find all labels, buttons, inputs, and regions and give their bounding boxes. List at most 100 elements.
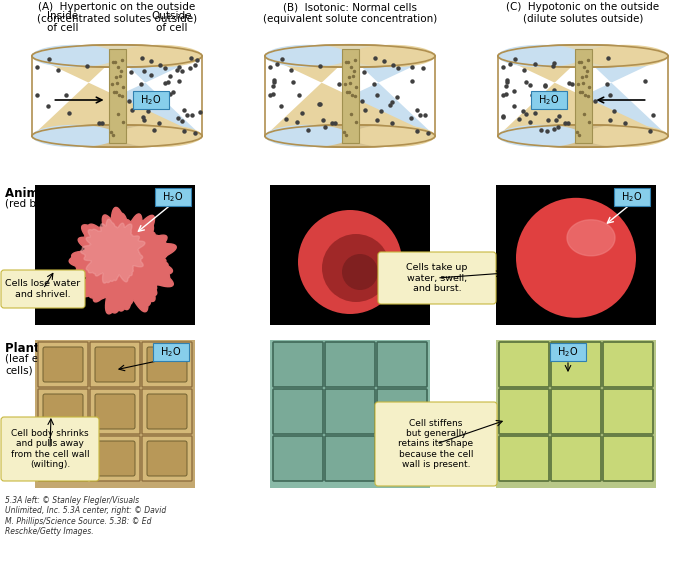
FancyBboxPatch shape	[499, 389, 549, 434]
Text: H$_2$O: H$_2$O	[162, 190, 183, 204]
FancyBboxPatch shape	[153, 343, 189, 361]
Text: H$_2$O: H$_2$O	[160, 345, 181, 359]
Polygon shape	[80, 219, 145, 283]
FancyBboxPatch shape	[38, 436, 88, 481]
Text: Plant cell: Plant cell	[5, 342, 66, 355]
FancyBboxPatch shape	[378, 252, 496, 304]
Text: 5.3A left: © Stanley Flegler/Visuals
Unlimited, Inc. 5.3A center, right: © David: 5.3A left: © Stanley Flegler/Visuals Unl…	[5, 496, 167, 536]
FancyBboxPatch shape	[133, 91, 169, 109]
FancyBboxPatch shape	[551, 389, 601, 434]
Circle shape	[342, 254, 378, 290]
FancyBboxPatch shape	[273, 342, 323, 387]
FancyBboxPatch shape	[325, 389, 375, 434]
FancyBboxPatch shape	[499, 342, 549, 387]
Text: Animal cell: Animal cell	[5, 187, 78, 200]
FancyBboxPatch shape	[38, 389, 88, 434]
Bar	[35, 340, 195, 488]
Polygon shape	[265, 56, 435, 147]
Text: H$_2$O: H$_2$O	[538, 93, 559, 107]
FancyBboxPatch shape	[603, 389, 653, 434]
Ellipse shape	[265, 45, 350, 67]
Ellipse shape	[265, 125, 350, 147]
FancyBboxPatch shape	[43, 347, 83, 382]
Circle shape	[322, 234, 390, 302]
Text: Cell stiffens
but generally
retains its shape
because the cell
wall is present.: Cell stiffens but generally retains its …	[398, 419, 474, 469]
Text: H$_2$O: H$_2$O	[557, 345, 579, 359]
Text: Cells lose water
and shrivel.: Cells lose water and shrivel.	[6, 280, 80, 299]
Ellipse shape	[498, 125, 583, 147]
Ellipse shape	[32, 125, 202, 147]
FancyBboxPatch shape	[142, 436, 192, 481]
Polygon shape	[498, 56, 668, 147]
FancyBboxPatch shape	[43, 441, 83, 476]
FancyBboxPatch shape	[551, 436, 601, 481]
FancyBboxPatch shape	[90, 389, 140, 434]
Ellipse shape	[583, 125, 668, 147]
Ellipse shape	[117, 125, 202, 147]
Text: (A)  Hypertonic on the outside
(concentrated solutes outside): (A) Hypertonic on the outside (concentra…	[37, 2, 197, 24]
Polygon shape	[498, 45, 668, 147]
Ellipse shape	[32, 125, 117, 147]
Text: (C)  Hypotonic on the outside
(dilute solutes outside): (C) Hypotonic on the outside (dilute sol…	[506, 2, 659, 24]
Polygon shape	[32, 45, 202, 147]
FancyBboxPatch shape	[531, 91, 567, 109]
FancyBboxPatch shape	[90, 436, 140, 481]
Ellipse shape	[265, 45, 435, 67]
Ellipse shape	[265, 125, 435, 147]
FancyBboxPatch shape	[155, 188, 191, 206]
Polygon shape	[265, 45, 435, 147]
Bar	[270, 340, 430, 488]
FancyBboxPatch shape	[499, 436, 549, 481]
FancyBboxPatch shape	[1, 270, 85, 308]
Text: Cells take up
water, swell,
and burst.: Cells take up water, swell, and burst.	[406, 263, 468, 293]
Ellipse shape	[350, 45, 435, 67]
Circle shape	[298, 210, 402, 314]
FancyBboxPatch shape	[147, 347, 187, 382]
Text: H$_2$O: H$_2$O	[622, 190, 643, 204]
FancyBboxPatch shape	[142, 342, 192, 387]
Ellipse shape	[498, 45, 583, 67]
Ellipse shape	[32, 45, 117, 67]
FancyBboxPatch shape	[147, 394, 187, 429]
FancyBboxPatch shape	[95, 394, 135, 429]
FancyBboxPatch shape	[95, 347, 135, 382]
Ellipse shape	[498, 45, 668, 67]
Ellipse shape	[583, 45, 668, 67]
Text: (leaf epithelial
cells): (leaf epithelial cells)	[5, 354, 80, 376]
FancyBboxPatch shape	[95, 441, 135, 476]
FancyBboxPatch shape	[377, 342, 427, 387]
FancyBboxPatch shape	[147, 441, 187, 476]
FancyBboxPatch shape	[603, 342, 653, 387]
FancyBboxPatch shape	[614, 188, 650, 206]
Bar	[35, 185, 195, 325]
FancyBboxPatch shape	[1, 417, 99, 481]
Bar	[342, 49, 358, 143]
Text: Cell body shrinks
and pulls away
from the cell wall
(wilting).: Cell body shrinks and pulls away from th…	[10, 429, 90, 469]
FancyBboxPatch shape	[377, 389, 427, 434]
FancyBboxPatch shape	[38, 342, 88, 387]
Text: (B)  Isotonic: Normal cells
(equivalent solute concentration): (B) Isotonic: Normal cells (equivalent s…	[263, 2, 437, 24]
Bar	[270, 185, 430, 325]
Ellipse shape	[32, 45, 202, 67]
FancyBboxPatch shape	[43, 394, 83, 429]
FancyBboxPatch shape	[90, 342, 140, 387]
FancyBboxPatch shape	[325, 436, 375, 481]
FancyBboxPatch shape	[551, 342, 601, 387]
Text: Outside
of cell: Outside of cell	[151, 11, 192, 33]
Ellipse shape	[350, 125, 435, 147]
Bar	[496, 340, 656, 488]
Text: Inside
of cell: Inside of cell	[47, 11, 78, 33]
Text: (red blood cells): (red blood cells)	[5, 199, 90, 209]
Circle shape	[516, 198, 636, 318]
Text: H$_2$O: H$_2$O	[141, 93, 162, 107]
FancyBboxPatch shape	[603, 436, 653, 481]
FancyBboxPatch shape	[325, 342, 375, 387]
Bar	[108, 49, 125, 143]
FancyBboxPatch shape	[377, 436, 427, 481]
Polygon shape	[69, 208, 176, 314]
Bar	[496, 185, 656, 325]
FancyBboxPatch shape	[273, 436, 323, 481]
Polygon shape	[567, 220, 615, 256]
FancyBboxPatch shape	[550, 343, 586, 361]
FancyBboxPatch shape	[142, 389, 192, 434]
